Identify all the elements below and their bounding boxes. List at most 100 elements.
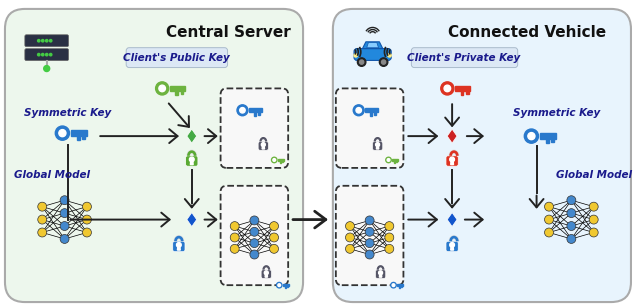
Polygon shape [175, 91, 178, 95]
Polygon shape [283, 284, 289, 286]
Polygon shape [170, 86, 186, 91]
Polygon shape [397, 284, 403, 286]
FancyBboxPatch shape [333, 9, 631, 302]
Circle shape [60, 209, 69, 217]
FancyBboxPatch shape [261, 270, 271, 278]
Circle shape [177, 242, 181, 247]
Circle shape [230, 244, 239, 253]
Circle shape [392, 284, 395, 286]
FancyBboxPatch shape [173, 241, 185, 252]
FancyBboxPatch shape [412, 48, 518, 67]
Circle shape [589, 215, 598, 224]
Circle shape [250, 239, 259, 248]
Circle shape [385, 244, 394, 253]
Circle shape [38, 228, 47, 237]
Circle shape [264, 271, 268, 275]
Text: Global Model: Global Model [13, 170, 90, 180]
FancyBboxPatch shape [376, 270, 386, 278]
Circle shape [276, 282, 282, 288]
Circle shape [250, 216, 259, 225]
Circle shape [388, 54, 391, 57]
Circle shape [83, 228, 92, 237]
Circle shape [567, 209, 576, 217]
Circle shape [49, 39, 52, 42]
Polygon shape [258, 112, 260, 115]
Circle shape [528, 132, 535, 140]
Circle shape [356, 107, 362, 113]
Polygon shape [83, 136, 85, 139]
Circle shape [38, 202, 47, 211]
Polygon shape [249, 108, 262, 112]
Circle shape [545, 202, 554, 211]
Circle shape [38, 54, 40, 56]
Circle shape [589, 202, 598, 211]
Circle shape [365, 227, 374, 236]
Circle shape [42, 54, 44, 56]
Circle shape [156, 82, 169, 95]
Circle shape [450, 157, 454, 162]
Polygon shape [278, 159, 284, 161]
Circle shape [450, 242, 454, 247]
FancyBboxPatch shape [446, 241, 458, 252]
Text: Connected Vehicle: Connected Vehicle [447, 25, 605, 40]
Circle shape [365, 216, 374, 225]
Circle shape [83, 215, 92, 224]
Text: Central Server: Central Server [166, 25, 291, 40]
Circle shape [385, 222, 394, 231]
Circle shape [545, 215, 554, 224]
Circle shape [385, 233, 394, 242]
Circle shape [230, 222, 239, 231]
Polygon shape [394, 161, 395, 163]
Text: Client's Private Key: Client's Private Key [408, 53, 521, 63]
Polygon shape [367, 43, 378, 48]
Polygon shape [77, 136, 79, 140]
Circle shape [42, 39, 44, 42]
Circle shape [250, 250, 259, 259]
FancyBboxPatch shape [336, 88, 403, 168]
Polygon shape [461, 91, 463, 95]
Circle shape [353, 105, 364, 116]
Polygon shape [287, 286, 288, 287]
Polygon shape [285, 286, 286, 288]
FancyBboxPatch shape [25, 49, 68, 61]
Circle shape [365, 250, 374, 259]
Circle shape [159, 85, 166, 92]
Text: Client's Public Key: Client's Public Key [124, 53, 230, 63]
Circle shape [354, 54, 357, 57]
Circle shape [60, 221, 69, 230]
Circle shape [269, 244, 278, 253]
FancyBboxPatch shape [221, 186, 288, 285]
Polygon shape [392, 159, 398, 161]
Circle shape [38, 39, 40, 42]
Polygon shape [399, 286, 400, 288]
Polygon shape [456, 86, 470, 91]
Polygon shape [362, 42, 383, 49]
Circle shape [261, 143, 266, 147]
Circle shape [444, 85, 451, 92]
Polygon shape [540, 133, 556, 139]
FancyBboxPatch shape [186, 156, 198, 166]
Circle shape [271, 157, 277, 163]
Circle shape [346, 244, 355, 253]
Polygon shape [374, 112, 376, 115]
Circle shape [250, 227, 259, 236]
FancyBboxPatch shape [372, 142, 383, 150]
Polygon shape [546, 139, 548, 143]
Text: Global Model: Global Model [556, 170, 632, 180]
Polygon shape [380, 275, 382, 277]
Circle shape [346, 233, 355, 242]
Circle shape [589, 228, 598, 237]
Circle shape [441, 82, 454, 95]
Circle shape [189, 157, 194, 162]
Polygon shape [282, 161, 283, 162]
Circle shape [278, 284, 280, 286]
Text: Symmetric Key: Symmetric Key [513, 108, 600, 118]
FancyBboxPatch shape [5, 9, 303, 302]
Polygon shape [466, 91, 468, 94]
FancyBboxPatch shape [126, 48, 228, 67]
Circle shape [230, 233, 239, 242]
Circle shape [381, 60, 386, 64]
Circle shape [55, 126, 70, 140]
Circle shape [567, 196, 576, 205]
Circle shape [567, 221, 576, 230]
